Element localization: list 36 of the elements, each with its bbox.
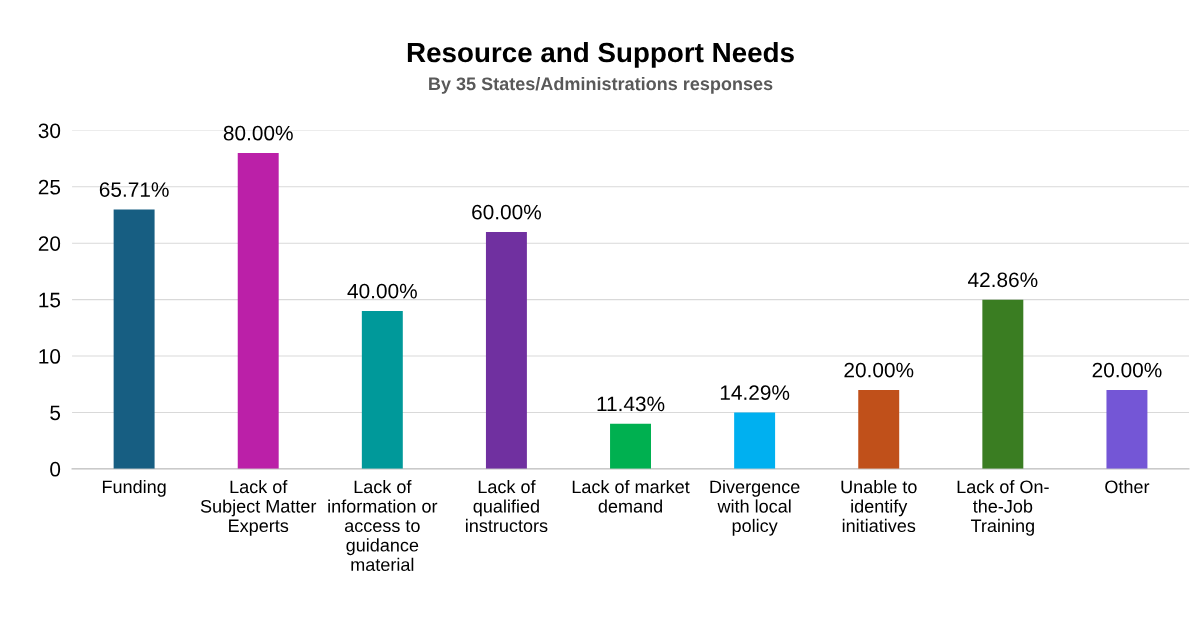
annotation: 20.00% bbox=[844, 362, 914, 378]
chart-title: Resource and Support Needs bbox=[407, 41, 794, 68]
annotation: 40.00% bbox=[347, 283, 417, 299]
x-tick-label: Unable to identify initiatives bbox=[841, 479, 917, 533]
annotation: 65.71% bbox=[99, 182, 169, 197]
y-tick-label: 5 bbox=[50, 405, 61, 421]
x-tick-label: Funding bbox=[102, 479, 166, 497]
y-tick-label: 30 bbox=[38, 123, 61, 139]
annotation: 42.86% bbox=[967, 272, 1038, 288]
bar bbox=[113, 209, 155, 469]
x-tick-label: Lack of information or access to guidance material bbox=[328, 479, 438, 572]
annotation: 80.00% bbox=[223, 125, 293, 141]
annotation: 14.29% bbox=[720, 385, 790, 400]
x-tick-label: Lack of qualified instructors bbox=[465, 479, 548, 533]
x-tick-label: Lack of On-the-Job Training bbox=[957, 479, 1049, 536]
x-tick-label: Other bbox=[1105, 479, 1150, 494]
annotation: 60.00% bbox=[472, 204, 542, 220]
annotation: 20.00% bbox=[1092, 362, 1162, 378]
y-tick-label: 25 bbox=[38, 179, 61, 195]
bar bbox=[485, 231, 527, 469]
x-tick-label: Divergence with local policy bbox=[710, 479, 800, 536]
chart-subtitle: By 35 States/Administrations responses bbox=[429, 76, 773, 94]
y-tick-label: 10 bbox=[39, 349, 61, 364]
y-tick-label: 0 bbox=[50, 461, 61, 477]
bar bbox=[734, 412, 776, 469]
bar bbox=[237, 152, 279, 469]
y-tick-label: 20 bbox=[38, 236, 61, 251]
y-tick-label: 15 bbox=[39, 292, 61, 308]
bar bbox=[982, 299, 1024, 469]
bar bbox=[610, 423, 651, 469]
bar bbox=[361, 310, 403, 469]
bar bbox=[858, 389, 900, 469]
bar bbox=[1106, 389, 1148, 469]
annotation: 11.43% bbox=[597, 396, 665, 412]
x-tick-label: Lack of market demand bbox=[572, 479, 690, 513]
x-tick-label: Lack of Subject Matter Experts bbox=[200, 479, 317, 536]
